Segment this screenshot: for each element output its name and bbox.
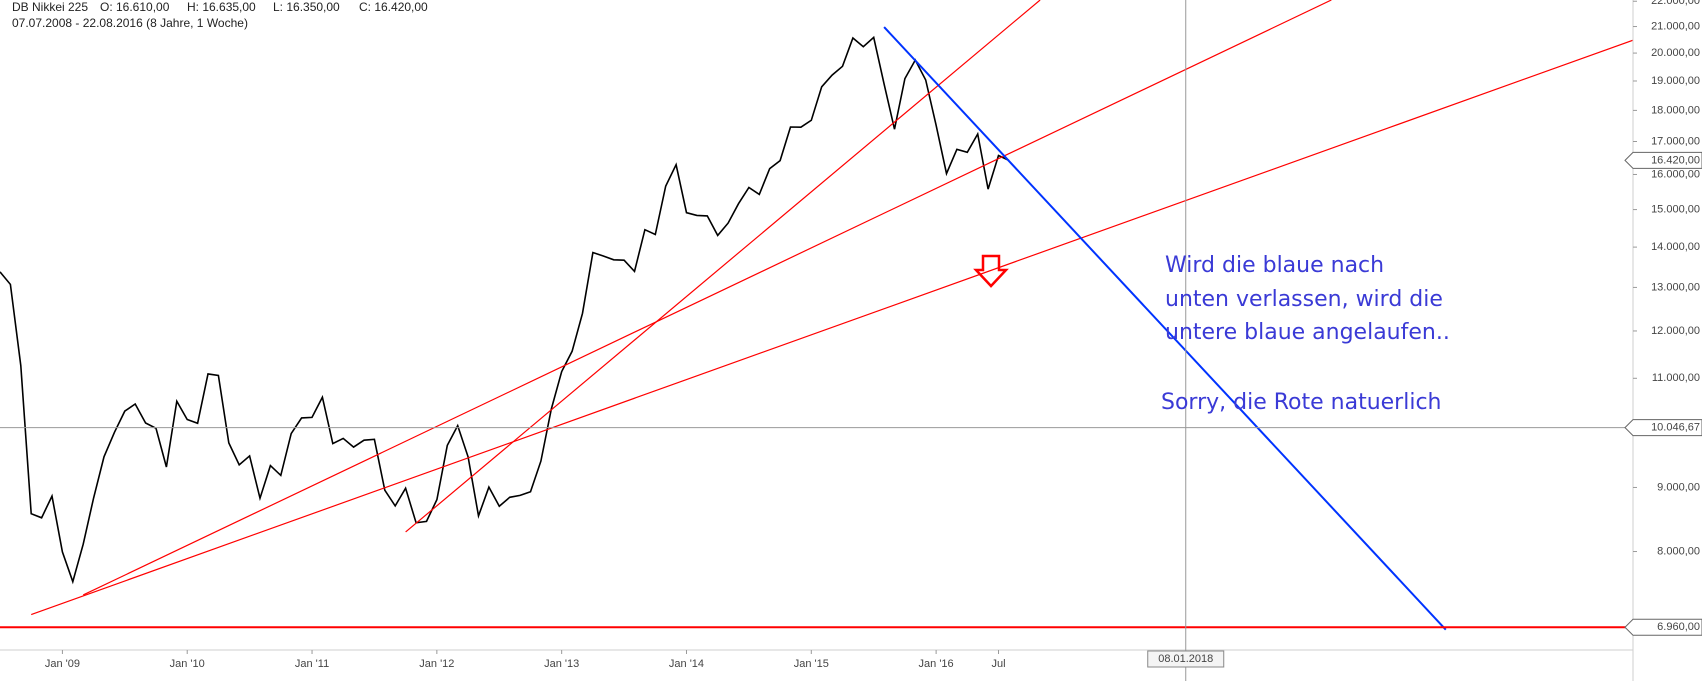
- crosshair-x-label: 08.01.2018: [1158, 653, 1213, 665]
- last-price-label: 16.420,00: [1651, 154, 1700, 166]
- y-tick-label: 8.000,00: [1657, 545, 1700, 557]
- annotation: unten verlassen, wird die: [1165, 287, 1443, 312]
- x-tick-label: Jan '10: [170, 658, 205, 670]
- y-tick-label: 9.000,00: [1657, 481, 1700, 493]
- x-tick-label: Jan '09: [45, 658, 80, 670]
- y-tick-label: 12.000,00: [1651, 325, 1700, 337]
- crosshair-y-box: [1624, 419, 1702, 437]
- plot-area: [0, 0, 1633, 631]
- y-tick-label: 14.000,00: [1651, 241, 1700, 253]
- x-tick-label: Jan '15: [794, 658, 829, 670]
- y-tick-label: 11.000,00: [1652, 372, 1700, 384]
- high: H: 16.635,00: [187, 0, 256, 14]
- symbol: DB Nikkei 225: [12, 0, 88, 14]
- annotation: untere blaue angelaufen..: [1165, 320, 1450, 345]
- x-tick-label: Jan '16: [919, 658, 954, 670]
- y-tick-label: 20.000,00: [1651, 47, 1700, 59]
- annotation: Wird die blaue nach: [1165, 253, 1384, 278]
- low: L: 16.350,00: [273, 0, 340, 14]
- date-range: 07.07.2008 - 22.08.2016 (8 Jahre, 1 Woch…: [12, 16, 248, 30]
- x-tick-label: Jan '12: [419, 658, 454, 670]
- y-tick-label: 22.000,00: [1651, 0, 1700, 7]
- y-tick-label: 16.000,00: [1651, 168, 1700, 180]
- x-tick-label: Jul: [991, 658, 1005, 670]
- y-tick-label: 18.000,00: [1651, 104, 1700, 116]
- crosshair-y-label: 10.046,67: [1651, 422, 1700, 434]
- support-box: [1624, 618, 1702, 636]
- support-label: 6.960,00: [1657, 621, 1700, 633]
- y-tick-label: 13.000,00: [1651, 281, 1700, 293]
- open: O: 16.610,00: [100, 0, 170, 14]
- trendline: [405, 0, 1041, 533]
- crosshair-x-box: [1147, 650, 1225, 668]
- y-tick-label: 15.000,00: [1651, 203, 1700, 215]
- x-tick-label: Jan '13: [544, 658, 579, 670]
- y-tick-label: 19.000,00: [1651, 75, 1700, 87]
- close: C: 16.420,00: [359, 0, 428, 14]
- annotation: Sorry, die Rote natuerlich: [1161, 390, 1442, 415]
- trendline: [883, 26, 1447, 631]
- arrow-icon: [973, 254, 1009, 288]
- y-tick-label: 21.000,00: [1651, 20, 1700, 32]
- y-tick-label: 17.000,00: [1651, 135, 1700, 147]
- x-tick-label: Jan '14: [669, 658, 704, 670]
- trendline: [82, 0, 1332, 596]
- trendline: [31, 39, 1633, 616]
- last-price-box: [1624, 151, 1702, 169]
- price-line: [0, 35, 1010, 585]
- x-tick-label: Jan '11: [295, 658, 329, 670]
